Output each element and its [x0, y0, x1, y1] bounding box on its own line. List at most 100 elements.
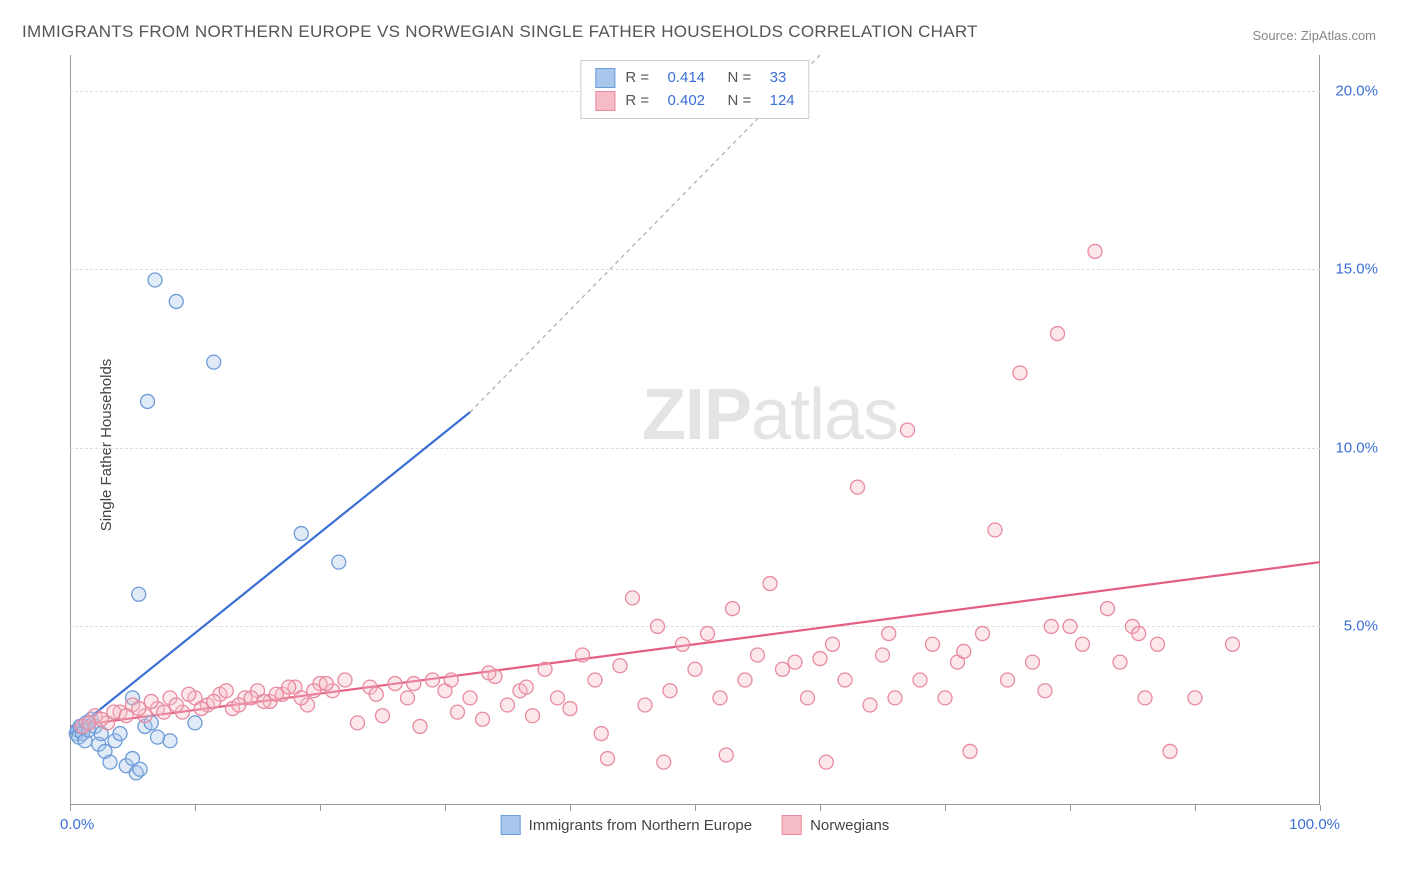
x-tick-mark	[70, 805, 71, 811]
data-point	[788, 655, 802, 669]
x-tick-mark	[195, 805, 196, 811]
data-point	[476, 712, 490, 726]
data-point	[888, 691, 902, 705]
legend-swatch	[595, 68, 615, 88]
data-point	[688, 662, 702, 676]
data-point	[838, 673, 852, 687]
legend-n-label: N =	[715, 90, 760, 113]
y-tick-label: 15.0%	[1335, 261, 1378, 278]
data-point	[426, 673, 440, 687]
data-point	[307, 684, 321, 698]
data-point	[988, 523, 1002, 537]
data-point	[1151, 637, 1165, 651]
data-point	[282, 680, 296, 694]
data-point	[926, 637, 940, 651]
data-point	[901, 423, 915, 437]
data-point	[976, 627, 990, 641]
plot-region: 5.0%10.0%15.0%20.0% 0.0%100.0% ZIPatlas …	[70, 55, 1320, 805]
legend-swatch	[782, 815, 802, 835]
data-point	[826, 637, 840, 651]
data-point	[763, 577, 777, 591]
data-point	[257, 694, 271, 708]
legend-row: R = 0.402 N = 124	[595, 90, 794, 113]
data-point	[588, 673, 602, 687]
data-point	[813, 652, 827, 666]
data-point	[1038, 684, 1052, 698]
data-point	[207, 694, 221, 708]
data-point	[801, 691, 815, 705]
data-point	[594, 727, 608, 741]
data-point	[376, 709, 390, 723]
data-point	[82, 716, 96, 730]
data-point	[613, 659, 627, 673]
data-point	[388, 677, 402, 691]
data-point	[957, 644, 971, 658]
data-point	[407, 677, 421, 691]
data-point	[294, 691, 308, 705]
data-point	[107, 705, 121, 719]
data-point	[482, 666, 496, 680]
data-point	[103, 755, 117, 769]
data-point	[563, 702, 577, 716]
data-point	[1051, 327, 1065, 341]
legend-row: R = 0.414 N = 33	[595, 67, 794, 90]
x-tick-label: 0.0%	[60, 816, 94, 833]
data-point	[319, 677, 333, 691]
data-point	[719, 748, 733, 762]
x-tick-mark	[820, 805, 821, 811]
data-point	[1188, 691, 1202, 705]
legend-swatch	[501, 815, 521, 835]
legend-r-label: R =	[625, 67, 657, 90]
x-tick-mark	[1320, 805, 1321, 811]
source-attribution: Source: ZipAtlas.com	[1252, 28, 1376, 43]
data-point	[538, 662, 552, 676]
chart-area: Single Father Households 5.0%10.0%15.0%2…	[50, 55, 1356, 835]
legend-r-value: 0.402	[667, 90, 705, 113]
x-tick-mark	[320, 805, 321, 811]
data-point	[401, 691, 415, 705]
data-point	[938, 691, 952, 705]
x-tick-mark	[1195, 805, 1196, 811]
data-point	[194, 702, 208, 716]
data-point	[207, 355, 221, 369]
data-point	[94, 712, 108, 726]
legend-label: Norwegians	[810, 817, 889, 834]
data-point	[713, 691, 727, 705]
data-point	[501, 698, 515, 712]
data-point	[676, 637, 690, 651]
data-point	[133, 762, 147, 776]
data-point	[141, 394, 155, 408]
data-point	[657, 755, 671, 769]
data-point	[1132, 627, 1146, 641]
data-point	[132, 587, 146, 601]
data-point	[163, 734, 177, 748]
data-point	[244, 691, 258, 705]
data-point	[576, 648, 590, 662]
data-point	[863, 698, 877, 712]
x-tick-mark	[1070, 805, 1071, 811]
y-tick-label: 10.0%	[1335, 439, 1378, 456]
data-point	[638, 698, 652, 712]
chart-title: IMMIGRANTS FROM NORTHERN EUROPE VS NORWE…	[22, 22, 978, 42]
data-point	[963, 744, 977, 758]
data-point	[169, 698, 183, 712]
data-point	[269, 687, 283, 701]
data-point	[444, 673, 458, 687]
legend-r-value: 0.414	[667, 67, 705, 90]
data-point	[132, 702, 146, 716]
data-point	[113, 727, 127, 741]
data-point	[119, 709, 133, 723]
legend-n-label: N =	[715, 67, 760, 90]
data-point	[1101, 602, 1115, 616]
data-point	[463, 691, 477, 705]
data-point	[751, 648, 765, 662]
data-point	[294, 527, 308, 541]
data-point	[351, 716, 365, 730]
series-legend: Immigrants from Northern EuropeNorwegian…	[501, 815, 890, 835]
data-point	[776, 662, 790, 676]
data-point	[157, 705, 171, 719]
scatter-svg	[70, 55, 1320, 805]
x-tick-mark	[445, 805, 446, 811]
data-point	[626, 591, 640, 605]
correlation-legend: R = 0.414 N = 33R = 0.402 N = 124	[580, 60, 809, 119]
